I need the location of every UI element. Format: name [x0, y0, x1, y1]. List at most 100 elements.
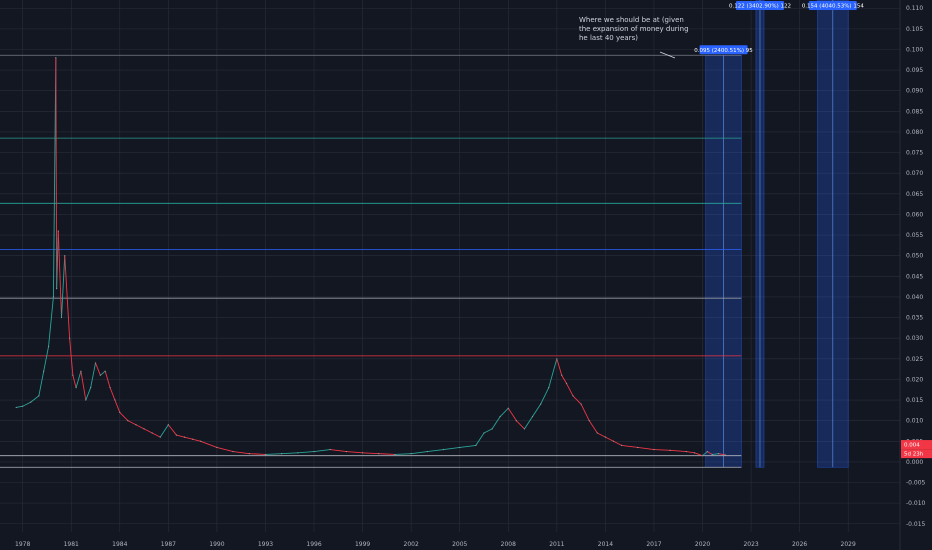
- price-segment: [313, 449, 331, 453]
- price-point: [378, 453, 380, 455]
- x-axis[interactable]: 1978 1981 1984 1987 1990 1993 1996 1999 2002 2005…: [15, 541, 856, 548]
- price-point: [596, 432, 598, 434]
- zone-label: 0.154 (4040.53%) 154: [802, 4, 865, 10]
- price-point: [15, 406, 17, 409]
- price-segment: [200, 440, 218, 448]
- price-segment: [427, 449, 444, 453]
- price-point: [507, 407, 509, 409]
- price-point: [99, 374, 101, 376]
- price-badge-label: 0.004: [904, 443, 920, 449]
- x-tick-label: 2002: [404, 541, 419, 548]
- annotation-line: Where we should be at (given: [579, 16, 684, 24]
- price-segment: [556, 358, 563, 376]
- y-tick-label: 0.065: [906, 191, 923, 198]
- annotation: Where we should be at (given the expansio…: [579, 16, 691, 59]
- price-segment: [475, 432, 485, 446]
- price-point: [281, 453, 283, 455]
- price-point: [57, 230, 59, 232]
- price-segment: [362, 452, 379, 455]
- y-tick-label: 0.000: [906, 459, 923, 466]
- price-point: [248, 453, 250, 455]
- price-segment: [621, 444, 638, 448]
- price-point: [94, 362, 97, 364]
- price-point: [394, 453, 396, 456]
- price-segment: [580, 403, 590, 421]
- price-segment: [491, 416, 501, 430]
- price-point: [143, 428, 145, 430]
- price-segment: [588, 420, 598, 434]
- price-segment: [249, 453, 266, 455]
- price-point: [499, 415, 501, 418]
- price-segment: [712, 453, 719, 455]
- price-point: [515, 420, 517, 422]
- price-segment: [143, 428, 153, 434]
- price-segment: [540, 387, 550, 405]
- price-segment: [167, 424, 177, 436]
- price-point: [612, 440, 615, 442]
- price-point: [706, 450, 708, 453]
- price-point: [580, 403, 582, 405]
- price-point: [72, 374, 74, 376]
- price-point: [104, 370, 106, 372]
- price-point: [426, 450, 428, 453]
- price-point: [22, 405, 24, 407]
- y-tick-label: 0.035: [906, 315, 923, 322]
- price-series: [15, 57, 726, 457]
- annotation-text: Where we should be at (given the expansio…: [579, 16, 691, 42]
- price-point: [483, 432, 485, 434]
- price-point: [724, 454, 726, 456]
- price-point: [693, 452, 696, 454]
- price-segment: [507, 408, 517, 421]
- price-segment: [483, 428, 493, 434]
- annotation-arrow: [659, 51, 676, 59]
- y-tick-label: 0.050: [906, 253, 923, 260]
- zone-label: 0.122 (3402.90%) 122: [729, 4, 791, 10]
- price-point: [572, 395, 574, 397]
- price-point: [109, 387, 111, 389]
- price-point: [69, 337, 71, 339]
- price-point: [52, 296, 55, 298]
- price-point: [345, 450, 348, 453]
- price-point: [135, 424, 137, 426]
- price-point: [232, 450, 234, 453]
- price-point: [216, 446, 218, 449]
- price-badge-label: 5d 23h: [904, 452, 924, 458]
- price-badge: [901, 449, 932, 459]
- price-segment: [613, 440, 622, 446]
- price-segment: [56, 230, 59, 289]
- x-tick-label: 2008: [501, 541, 516, 548]
- price-segment: [57, 230, 62, 318]
- price-segment: [38, 371, 45, 396]
- price-segment: [192, 438, 201, 442]
- price-point: [685, 450, 687, 453]
- price-point: [264, 453, 267, 456]
- x-tick-label: 1978: [15, 541, 30, 548]
- price-point: [548, 387, 550, 389]
- price-point: [718, 453, 720, 455]
- price-segment: [52, 57, 57, 297]
- price-segment: [176, 434, 185, 438]
- price-segment: [69, 338, 74, 376]
- price-segment: [64, 255, 71, 339]
- price-segment: [16, 405, 23, 408]
- price-point: [151, 432, 153, 434]
- price-segment: [127, 420, 137, 426]
- price-segment: [566, 383, 574, 397]
- price-point: [90, 387, 92, 389]
- price-point: [329, 448, 331, 451]
- annotation-line: he last 40 years): [579, 34, 638, 42]
- price-point: [56, 288, 58, 290]
- y-axis[interactable]: 0.110 0.105 0.100 0.095 0.090 0.085 0.080 0.075…: [899, 0, 932, 550]
- price-segment: [297, 451, 315, 454]
- price-point: [475, 444, 477, 446]
- price-segment: [72, 375, 77, 388]
- price-segment: [75, 371, 82, 388]
- price-point: [588, 420, 590, 422]
- price-point: [701, 455, 704, 457]
- price-segment: [378, 453, 395, 455]
- x-tick-label: 2014: [598, 541, 613, 548]
- y-tick-label: 0.075: [906, 150, 923, 157]
- y-tick-label: 0.110: [906, 5, 923, 12]
- price-point: [297, 452, 299, 454]
